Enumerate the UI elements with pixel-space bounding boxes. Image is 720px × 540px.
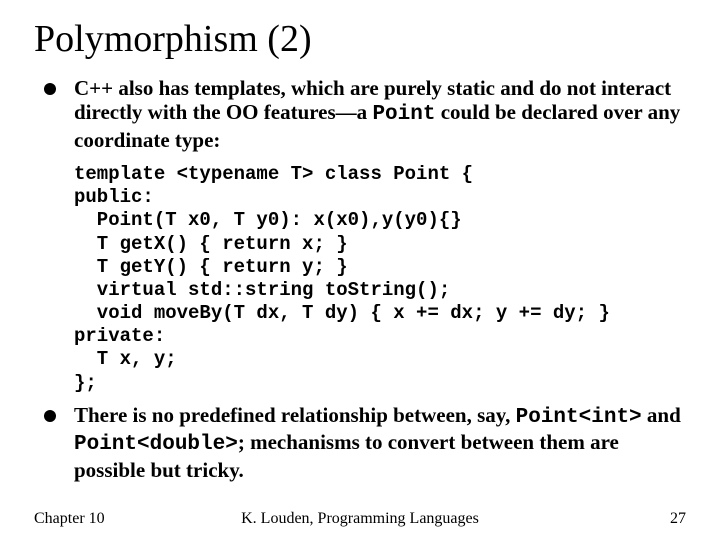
bullet2-text1: There is no predefined relationship betw… [74, 403, 516, 427]
bullet-dot-icon [44, 410, 56, 422]
bullet2-text2: and [642, 403, 681, 427]
slide: Polymorphism (2) C++ also has templates,… [0, 0, 720, 540]
bullet-text: There is no predefined relationship betw… [74, 403, 686, 483]
slide-footer: Chapter 10 K. Louden, Programming Langua… [34, 510, 686, 528]
inline-code: Point<int> [516, 406, 642, 429]
slide-body: C++ also has templates, which are purely… [34, 76, 686, 483]
bullet-dot-icon [44, 83, 56, 95]
footer-center: K. Louden, Programming Languages [34, 510, 686, 528]
inline-code: Point [372, 103, 435, 126]
bullet-item: There is no predefined relationship betw… [44, 403, 686, 483]
slide-title: Polymorphism (2) [34, 18, 686, 62]
inline-code: Point<double> [74, 433, 238, 456]
bullet-item: C++ also has templates, which are purely… [44, 76, 686, 153]
code-block: template <typename T> class Point { publ… [74, 163, 686, 395]
bullet-text: C++ also has templates, which are purely… [74, 76, 686, 153]
